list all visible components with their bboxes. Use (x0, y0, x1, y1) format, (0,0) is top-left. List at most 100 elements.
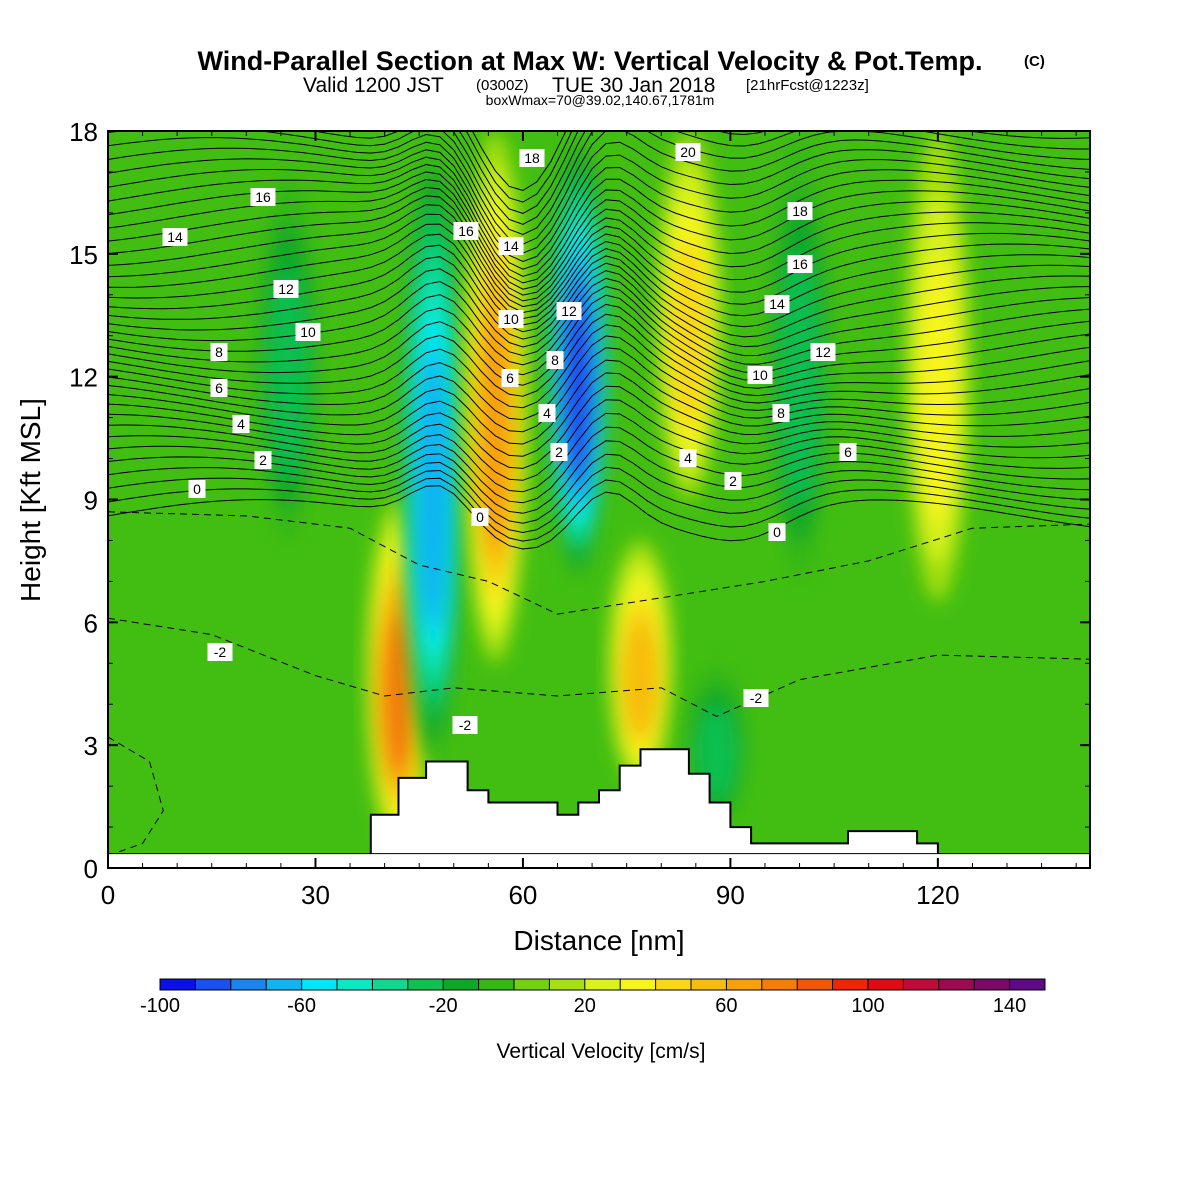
contour-label-box (546, 351, 564, 369)
colorbar-swatch (301, 979, 338, 990)
velocity-cell-downdraft (401, 131, 466, 766)
colorbar-swatch (974, 979, 1010, 990)
colorbar-swatch (797, 979, 833, 990)
isentrope-line (108, 156, 1090, 270)
contour-label-box (743, 689, 769, 707)
colorbar-swatch (514, 979, 550, 990)
colorbar-swatch (620, 979, 656, 990)
contour-label: 4 (684, 450, 692, 466)
contour-label-box (207, 643, 233, 661)
colorbar-swatch (584, 979, 621, 990)
contour-label-box (768, 523, 786, 541)
contour-label: 16 (792, 256, 808, 272)
surface-strip (108, 853, 1090, 868)
x-tick-label: 30 (301, 880, 330, 910)
colorbar: -100 -60 -20 20 60 100 140 (140, 978, 1046, 1017)
contour-label: 12 (278, 281, 294, 297)
y-axis-title: Height [Kft MSL] (15, 398, 46, 602)
isentrope-line (108, 485, 1090, 550)
contour-label: 8 (777, 405, 785, 421)
contour-label-box (210, 379, 228, 397)
contour-label: 2 (729, 473, 737, 489)
colorbar-swatch (160, 979, 196, 990)
isentrope-line (108, 163, 1090, 277)
isentrope-line (108, 359, 1090, 445)
contour-label-box (810, 343, 836, 361)
isentrope-line (108, 453, 1090, 524)
isentrope-line (108, 294, 1090, 382)
contour-label: 4 (237, 416, 245, 432)
contour-label: 0 (773, 524, 781, 540)
colorbar-swatch (549, 979, 586, 990)
isentrope-line (108, 256, 1090, 348)
contour-label: -2 (750, 690, 763, 706)
isentrope-line (108, 426, 1090, 504)
isentrope-line (108, 223, 1090, 320)
isentrope-dashed-line (108, 511, 1090, 615)
colorbar-swatch (761, 979, 798, 990)
colorbar-swatch (1009, 979, 1046, 990)
colorbar-swatch (266, 979, 302, 990)
isentrope-line (108, 477, 1090, 542)
contour-label: 16 (255, 189, 271, 205)
colorbar-swatch (903, 979, 940, 990)
contour-label: 10 (752, 367, 768, 383)
potential-temperature-contours (108, 131, 1090, 857)
x-tick-label: 120 (916, 880, 959, 910)
isentrope-line (108, 372, 1090, 457)
velocity-cell-updraft (656, 131, 721, 500)
contour-label: 14 (503, 238, 519, 254)
velocity-cell-updraft (905, 131, 970, 602)
colorbar-tick-label: 20 (574, 995, 596, 1017)
contour-label: 18 (524, 150, 540, 166)
chart-title: Wind-Parallel Section at Max W: Vertical… (198, 46, 983, 76)
isentrope-line (108, 244, 1090, 338)
isentrope-line (108, 233, 1090, 328)
isentrope-line (108, 213, 1090, 314)
contour-label: 20 (680, 144, 696, 160)
contour-label: 2 (259, 452, 267, 468)
contour-label: 18 (792, 203, 808, 219)
contour-label: 10 (503, 311, 519, 327)
subtitle-forecast: [21hrFcst@1223z] (746, 77, 869, 94)
velocity-level (267, 270, 309, 480)
y-tick-label: 9 (84, 486, 98, 516)
contour-label: 12 (815, 344, 831, 360)
subtitle-boxwmax: boxWmax=70@39.02,140.67,1781m (486, 92, 715, 108)
contour-label-box (210, 343, 228, 361)
contour-label-box (764, 295, 790, 313)
contour-label: 8 (215, 344, 223, 360)
contour-label-box (250, 188, 276, 206)
contour-label: 6 (215, 380, 223, 396)
isentrope-line (108, 204, 1090, 308)
isentrope-line (108, 385, 1090, 469)
velocity-cell-updraft (608, 540, 673, 787)
contour-label-box (550, 443, 568, 461)
contour-label-box (679, 449, 697, 467)
colorbar-swatch (726, 979, 763, 990)
contour-label-box (839, 443, 857, 461)
contour-label-box (453, 222, 479, 240)
x-tick-label: 0 (101, 880, 115, 910)
colorbar-swatch (230, 979, 267, 990)
x-tick-label: 60 (508, 880, 537, 910)
colorbar-swatch (938, 979, 975, 990)
velocity-level (622, 619, 659, 737)
velocity-level (779, 251, 820, 507)
colorbar-title: Vertical Velocity [cm/s] (497, 1040, 706, 1063)
y-tick-label: 12 (69, 363, 98, 393)
contour-label-box (724, 472, 742, 490)
contour-label-box (162, 228, 188, 246)
colorbar-swatch (691, 979, 727, 990)
contour-label: 0 (193, 481, 201, 497)
colorbar-swatch (195, 979, 232, 990)
subtitle-zulu: (0300Z) (476, 77, 529, 94)
isentrope-line (108, 141, 1090, 254)
y-tick-label: 3 (84, 731, 98, 761)
colorbar-swatch (443, 979, 479, 990)
isentrope-line (108, 149, 1090, 263)
isentrope-line (108, 285, 1090, 374)
x-axis-title: Distance [nm] (513, 925, 684, 956)
velocity-level (917, 256, 959, 524)
colorbar-tick-label: 100 (851, 995, 884, 1017)
